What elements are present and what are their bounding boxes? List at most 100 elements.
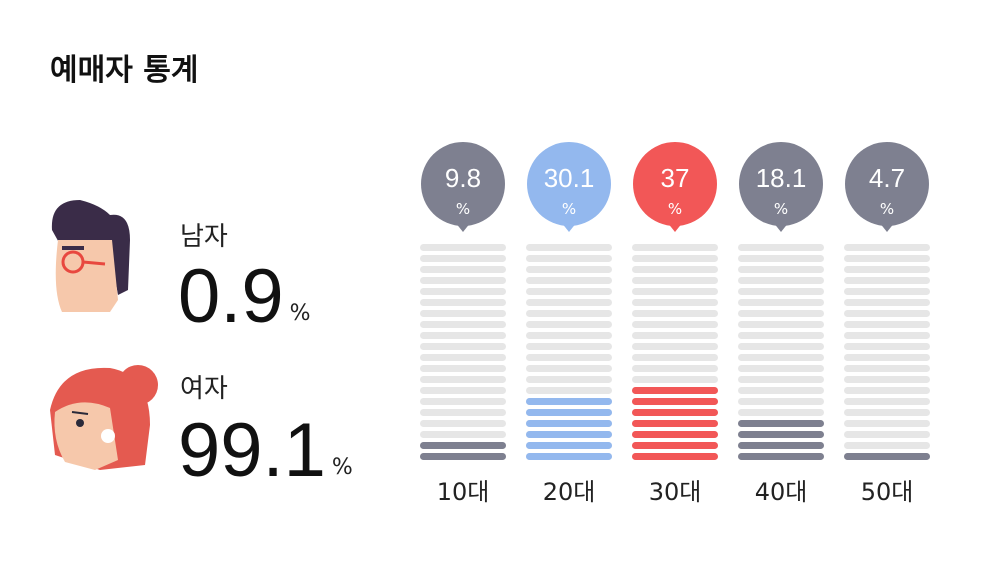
- bar: [844, 453, 930, 460]
- gender-label: 여자: [180, 374, 228, 404]
- bar-track: [420, 332, 506, 339]
- bar-track: [632, 321, 718, 328]
- page-title: 예매자 통계: [50, 53, 198, 88]
- value-unit: %: [774, 200, 788, 218]
- bar-track: [526, 387, 612, 394]
- bar-track: [526, 310, 612, 317]
- bar-track: [420, 266, 506, 273]
- bar-stripe: [526, 398, 612, 405]
- x-tick-label: 40대: [755, 478, 808, 506]
- value-bubble: [421, 142, 505, 226]
- bar-stripe: [526, 442, 612, 449]
- bar-track: [844, 365, 930, 372]
- bar-track: [420, 244, 506, 251]
- x-tick-label: 30대: [649, 478, 702, 506]
- bar-track: [632, 299, 718, 306]
- bar-track: [844, 354, 930, 361]
- bar-track: [844, 321, 930, 328]
- bar-track: [844, 398, 930, 405]
- value-label: 4.7: [869, 163, 905, 193]
- bar-track: [844, 409, 930, 416]
- bar-track: [738, 288, 824, 295]
- bar-track: [526, 376, 612, 383]
- male-icon: [51, 200, 130, 312]
- bar-track: [738, 266, 824, 273]
- gender-unit: %: [290, 301, 311, 326]
- bar-track: [738, 244, 824, 251]
- bar-track: [844, 376, 930, 383]
- bar-track: [738, 277, 824, 284]
- bar-track: [844, 420, 930, 427]
- gender-value: 99.1: [178, 408, 326, 493]
- female-icon: [50, 365, 158, 470]
- bar-track: [420, 409, 506, 416]
- bar-stripe: [632, 431, 718, 438]
- value-unit: %: [456, 200, 470, 218]
- gender-value: 0.9: [178, 254, 284, 339]
- bar-stripe: [420, 442, 506, 449]
- bar-track: [632, 310, 718, 317]
- bar-track: [420, 299, 506, 306]
- bar-stripe: [632, 442, 718, 449]
- bar-track: [738, 365, 824, 372]
- bar-track: [738, 398, 824, 405]
- bar-track: [844, 332, 930, 339]
- bar-stripe: [632, 398, 718, 405]
- bar-track: [632, 277, 718, 284]
- bar-track: [526, 332, 612, 339]
- bar-track: [844, 442, 930, 449]
- bar-stripe: [632, 453, 718, 460]
- bar-track: [420, 288, 506, 295]
- bar-stripe: [632, 420, 718, 427]
- bar-stripe: [632, 409, 718, 416]
- bar: [526, 398, 612, 460]
- bar-track: [844, 343, 930, 350]
- bar-stripe: [632, 387, 718, 394]
- bar-stripe: [526, 420, 612, 427]
- bar-stripe: [738, 431, 824, 438]
- bar-track: [738, 376, 824, 383]
- value-label: 9.8: [445, 163, 481, 193]
- bar-stripe: [526, 453, 612, 460]
- bar-track: [526, 255, 612, 262]
- bar-track: [738, 409, 824, 416]
- value-label: 37: [661, 163, 690, 193]
- bar-track: [844, 255, 930, 262]
- value-bubble: [633, 142, 717, 226]
- value-unit: %: [880, 200, 894, 218]
- bar-track: [844, 431, 930, 438]
- x-tick-label: 20대: [543, 478, 596, 506]
- bar-track: [420, 376, 506, 383]
- bar-stripe: [526, 409, 612, 416]
- bar-track: [738, 332, 824, 339]
- bar-track: [526, 288, 612, 295]
- bar: [420, 442, 506, 460]
- bar-track: [844, 310, 930, 317]
- bar-track: [632, 332, 718, 339]
- gender-unit: %: [332, 455, 353, 480]
- bar-track: [526, 321, 612, 328]
- bar-stripe: [738, 453, 824, 460]
- bar-track: [632, 343, 718, 350]
- bar-stripe: [738, 420, 824, 427]
- value-label: 18.1: [756, 163, 807, 193]
- value-bubble: [739, 142, 823, 226]
- bar-track: [738, 343, 824, 350]
- bar-track: [632, 354, 718, 361]
- value-unit: %: [562, 200, 576, 218]
- bar-track: [738, 310, 824, 317]
- gender-label: 남자: [180, 222, 228, 252]
- bar-track: [420, 431, 506, 438]
- bar: [632, 387, 718, 460]
- bar-track: [526, 244, 612, 251]
- bar-track: [844, 299, 930, 306]
- bar-track: [420, 387, 506, 394]
- bar-track: [738, 387, 824, 394]
- value-bubble: [527, 142, 611, 226]
- bar-track: [844, 244, 930, 251]
- bar-track: [526, 299, 612, 306]
- bar-track: [844, 277, 930, 284]
- bar-track: [738, 299, 824, 306]
